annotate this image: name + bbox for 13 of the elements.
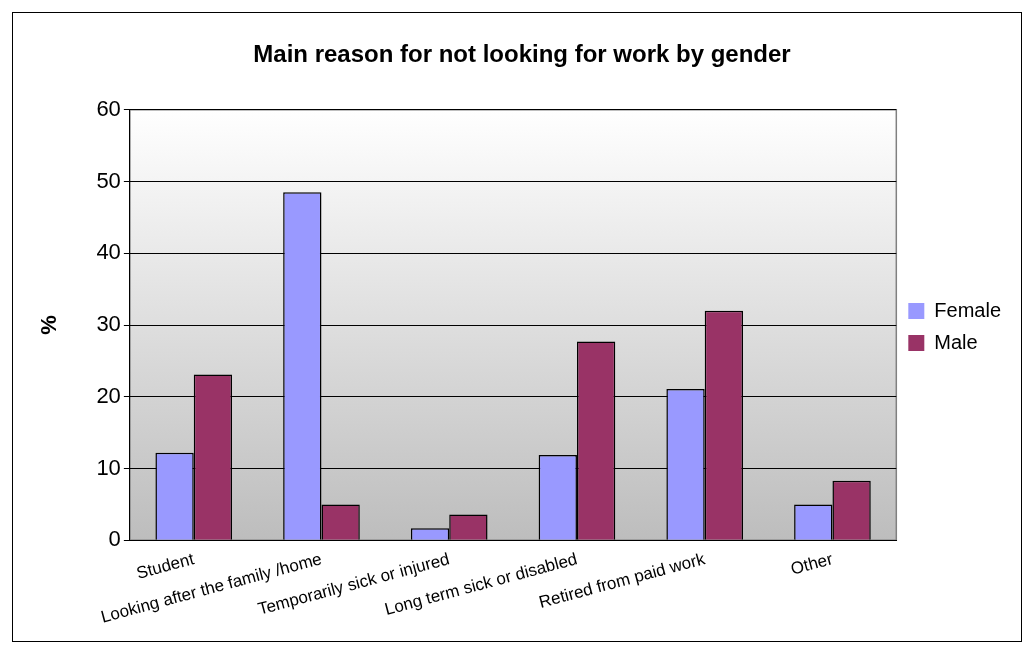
- legend-label: Male: [934, 330, 978, 353]
- y-tick-label: 60: [96, 95, 121, 121]
- chart-title: Main reason for not looking for work by gender: [253, 40, 791, 68]
- y-tick-label: 30: [96, 311, 121, 337]
- y-axis-title: %: [36, 315, 62, 335]
- y-tick-label: 10: [96, 454, 121, 480]
- y-tick-label: 20: [96, 382, 121, 408]
- x-tick-label: Student: [134, 549, 197, 583]
- y-tick-label: 0: [108, 526, 121, 552]
- y-tick-label: 40: [96, 239, 121, 265]
- legend-label: Female: [934, 298, 1002, 321]
- y-tick-label: 50: [96, 167, 121, 193]
- x-tick-label: Other: [788, 549, 835, 579]
